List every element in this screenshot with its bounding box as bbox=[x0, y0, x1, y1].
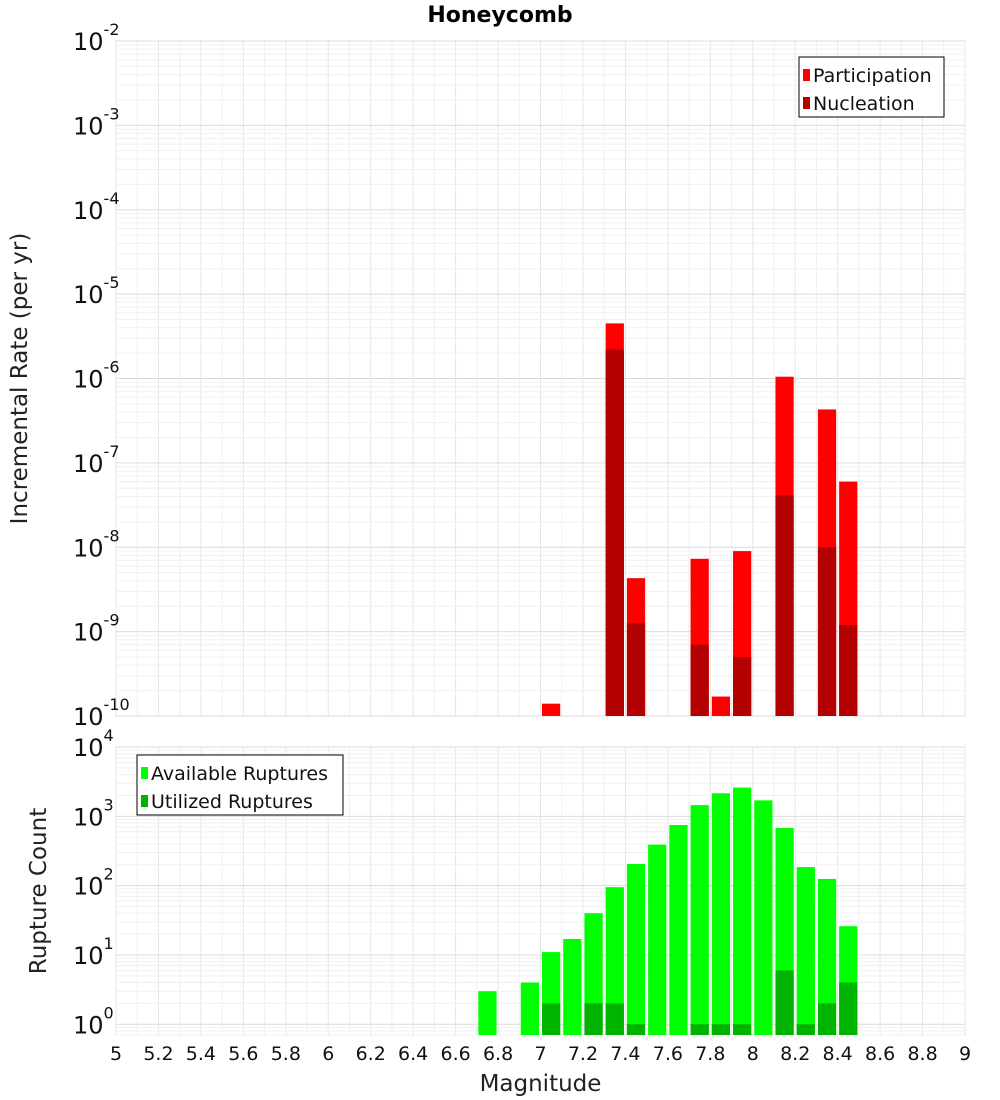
utilized-ruptures-bar bbox=[733, 1024, 752, 1035]
x-tick-label: 5.4 bbox=[186, 1043, 216, 1065]
nucleation-bar bbox=[839, 624, 858, 716]
top-y-axis-label: Incremental Rate (per yr) bbox=[7, 233, 33, 525]
x-tick-label: 8.2 bbox=[780, 1043, 810, 1065]
x-tick-label: 7.6 bbox=[653, 1043, 683, 1065]
utilized-ruptures-bar bbox=[775, 970, 794, 1035]
top-y-tick-label: 10-7 bbox=[73, 442, 120, 478]
x-tick-label: 7.4 bbox=[610, 1043, 640, 1065]
available-ruptures-bar bbox=[733, 787, 752, 1035]
legend-swatch bbox=[803, 69, 810, 81]
available-ruptures-bar bbox=[669, 824, 688, 1035]
x-tick-label: 5.8 bbox=[271, 1043, 301, 1065]
utilized-ruptures-bar bbox=[542, 1003, 561, 1035]
bottom-y-ticks: 100 101 102 103 104 bbox=[73, 726, 114, 1039]
available-ruptures-bar bbox=[520, 982, 539, 1035]
bottom-bars bbox=[478, 787, 858, 1035]
x-tick-label: 5.2 bbox=[143, 1043, 173, 1065]
x-tick-label: 8.4 bbox=[823, 1043, 853, 1065]
x-tick-label: 7 bbox=[534, 1043, 546, 1065]
nucleation-bar bbox=[775, 495, 794, 716]
x-tick-label: 8.6 bbox=[865, 1043, 895, 1065]
bottom-y-axis-label: Rupture Count bbox=[26, 808, 52, 974]
bottom-y-tick-label: 103 bbox=[73, 795, 114, 831]
top-y-tick-label: 10-9 bbox=[73, 611, 120, 647]
x-tick-label: 6.2 bbox=[356, 1043, 386, 1065]
bottom-y-tick-label: 104 bbox=[73, 726, 114, 762]
available-ruptures-bar bbox=[796, 867, 815, 1035]
legend-swatch bbox=[803, 97, 810, 109]
nucleation-bar bbox=[626, 623, 646, 716]
top-y-tick-label: 10-8 bbox=[73, 526, 120, 562]
legend-label: Nucleation bbox=[813, 93, 915, 115]
participation-bar bbox=[542, 703, 561, 716]
nucleation-bar bbox=[690, 644, 709, 716]
legend-label: Participation bbox=[813, 65, 932, 87]
rupture-count-panel: 100 101 102 103 104 Rupture Count Available … bbox=[26, 726, 971, 1097]
x-tick-label: 7.2 bbox=[568, 1043, 598, 1065]
available-ruptures-bar bbox=[817, 878, 837, 1035]
legend-label: Utilized Ruptures bbox=[151, 791, 313, 813]
x-tick-label: 6.8 bbox=[483, 1043, 513, 1065]
available-ruptures-bar bbox=[563, 938, 582, 1035]
nucleation-bar bbox=[605, 349, 624, 716]
legend-swatch bbox=[141, 767, 148, 779]
bottom-y-tick-label: 101 bbox=[73, 934, 114, 970]
top-y-tick-label: 10-4 bbox=[73, 189, 120, 225]
bottom-legend: Available Ruptures Utilized Ruptures bbox=[136, 754, 344, 816]
available-ruptures-bar bbox=[711, 793, 731, 1035]
x-tick-label: 6.6 bbox=[440, 1043, 470, 1065]
utilized-ruptures-bar bbox=[626, 1024, 646, 1035]
legend-box bbox=[798, 56, 945, 118]
available-ruptures-bar bbox=[626, 864, 646, 1035]
bottom-y-tick-label: 100 bbox=[73, 1003, 114, 1039]
available-ruptures-bar bbox=[478, 991, 497, 1035]
top-y-tick-label: 10-5 bbox=[73, 273, 120, 309]
nucleation-bar bbox=[733, 657, 752, 716]
utilized-ruptures-bar bbox=[690, 1024, 709, 1035]
x-tick-label: 6.4 bbox=[398, 1043, 428, 1065]
top-legend: Participation Nucleation bbox=[798, 56, 945, 118]
bottom-y-tick-label: 102 bbox=[73, 865, 114, 901]
top-y-tick-label: 10-2 bbox=[73, 20, 120, 56]
top-grid bbox=[115, 40, 966, 717]
available-ruptures-bar bbox=[690, 805, 709, 1035]
utilized-ruptures-bar bbox=[839, 982, 858, 1035]
x-ticks: 5 5.2 5.4 5.6 5.8 6 6.2 6.4 6.6 6.8 7 7.2 7.4 7.6 7.8 8… bbox=[110, 1043, 971, 1065]
top-y-ticks: 10-10 10-9 10-8 10-7 10-6 10-5 10-4 10-3 10-2 bbox=[73, 20, 130, 731]
available-ruptures-bar bbox=[605, 887, 624, 1035]
legend-swatch bbox=[141, 795, 148, 807]
utilized-ruptures-bar bbox=[796, 1024, 815, 1035]
participation-nucleation-panel: 10-10 10-9 10-8 10-7 10-6 10-5 10-4 10-3 10-2 In… bbox=[7, 20, 966, 731]
utilized-ruptures-bar bbox=[817, 1003, 837, 1035]
legend-box bbox=[136, 754, 344, 816]
top-y-tick-label: 10-3 bbox=[73, 104, 120, 140]
top-bars bbox=[542, 323, 858, 716]
available-ruptures-bar bbox=[648, 844, 667, 1035]
top-y-tick-label: 10-10 bbox=[73, 695, 130, 731]
top-y-tick-label: 10-6 bbox=[73, 358, 120, 394]
utilized-ruptures-bar bbox=[584, 1003, 603, 1035]
x-tick-label: 8 bbox=[747, 1043, 759, 1065]
x-tick-label: 5.6 bbox=[228, 1043, 258, 1065]
utilized-ruptures-bar bbox=[711, 1024, 731, 1035]
x-axis-label: Magnitude bbox=[480, 1071, 602, 1097]
x-tick-label: 8.8 bbox=[907, 1043, 937, 1065]
utilized-ruptures-bar bbox=[605, 1003, 624, 1035]
nucleation-bar bbox=[817, 547, 837, 716]
chart-title: Honeycomb bbox=[427, 3, 572, 28]
x-tick-label: 6 bbox=[322, 1043, 334, 1065]
available-ruptures-bar bbox=[754, 800, 773, 1035]
legend-label: Available Ruptures bbox=[151, 763, 328, 785]
participation-bar bbox=[711, 696, 731, 716]
x-tick-label: 9 bbox=[959, 1043, 971, 1065]
x-tick-label: 5 bbox=[110, 1043, 122, 1065]
x-tick-label: 7.8 bbox=[695, 1043, 725, 1065]
